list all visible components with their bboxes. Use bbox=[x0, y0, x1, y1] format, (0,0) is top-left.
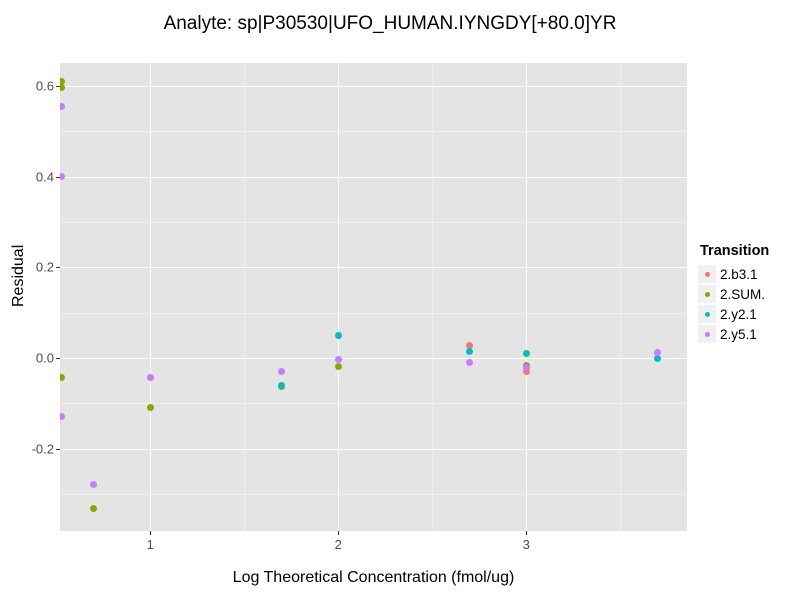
gridline-minor-y bbox=[60, 493, 687, 495]
y-tick-mark bbox=[56, 86, 60, 88]
legend-title: Transition bbox=[700, 243, 770, 259]
legend-entry: 2.y5.1 bbox=[698, 324, 798, 344]
x-tick-mark bbox=[526, 531, 528, 535]
legend-key bbox=[698, 325, 716, 343]
y-tick-label: 0.2 bbox=[35, 259, 54, 275]
y-tick-label: 0.6 bbox=[35, 78, 54, 94]
gridline-minor-y bbox=[60, 312, 687, 314]
gridline-minor-y bbox=[60, 131, 687, 133]
data-point bbox=[60, 173, 66, 181]
legend-key bbox=[698, 305, 716, 323]
data-point bbox=[334, 332, 342, 340]
y-tick-mark bbox=[56, 176, 60, 178]
plot-title: Analyte: sp|P30530|UFO_HUMAN.IYNGDY[+80.… bbox=[163, 13, 617, 34]
y-tick-label: 0.0 bbox=[35, 350, 54, 366]
x-tick-label: 2 bbox=[334, 537, 342, 552]
data-point bbox=[278, 382, 286, 390]
legend-entry-label: 2.y2.1 bbox=[720, 306, 757, 322]
data-point bbox=[60, 102, 66, 110]
x-tick-label: 1 bbox=[146, 537, 154, 552]
gridline-major-y bbox=[60, 176, 687, 178]
data-point bbox=[60, 412, 66, 420]
plot-panel bbox=[60, 63, 687, 531]
gridline-minor-y bbox=[60, 403, 687, 405]
y-tick-mark bbox=[56, 357, 60, 359]
legend-key bbox=[698, 285, 716, 303]
legend-entry-label: 2.SUM. bbox=[720, 286, 766, 302]
y-axis-title: Residual bbox=[10, 244, 27, 307]
legend-point-icon bbox=[704, 291, 710, 297]
legend-key bbox=[698, 265, 716, 283]
legend-entry-label: 2.y5.1 bbox=[720, 326, 757, 342]
data-point bbox=[522, 350, 530, 358]
gridline-major-x bbox=[526, 63, 528, 531]
gridline-major-x bbox=[150, 63, 152, 531]
gridline-major-y bbox=[60, 267, 687, 269]
y-tick-label: 0.4 bbox=[35, 169, 54, 185]
legend-entry-label: 2.b3.1 bbox=[720, 266, 758, 282]
gridline-minor-x bbox=[432, 63, 434, 531]
data-point bbox=[60, 374, 66, 382]
data-point bbox=[522, 367, 530, 375]
legend-point-icon bbox=[704, 311, 710, 317]
y-tick-mark bbox=[56, 448, 60, 450]
legend-entry: 2.SUM. bbox=[698, 284, 798, 304]
data-point bbox=[146, 403, 154, 411]
data-point bbox=[278, 368, 286, 376]
data-point bbox=[466, 348, 474, 356]
legend-entry: 2.y2.1 bbox=[698, 304, 798, 324]
gridline-major-y bbox=[60, 448, 687, 450]
data-point bbox=[466, 358, 474, 366]
data-point bbox=[522, 364, 530, 372]
gridline-minor-x bbox=[244, 63, 246, 531]
x-axis-title: Log Theoretical Concentration (fmol/ug) bbox=[232, 569, 515, 586]
data-point bbox=[334, 356, 342, 364]
gridline-major-x bbox=[338, 63, 340, 531]
legend-entry: 2.b3.1 bbox=[698, 264, 798, 284]
legend-entries: 2.b3.1 2.SUM. 2.y2.1 2.y5.1 bbox=[698, 264, 798, 344]
data-point bbox=[334, 362, 342, 370]
data-point bbox=[466, 342, 474, 350]
legend-point-icon bbox=[704, 331, 710, 337]
data-point bbox=[90, 481, 98, 489]
y-tick-label: -0.2 bbox=[31, 441, 54, 457]
y-tick-mark bbox=[56, 267, 60, 269]
gridline-minor-x bbox=[620, 63, 622, 531]
data-point bbox=[654, 354, 662, 362]
gridline-major-y bbox=[60, 357, 687, 359]
x-tick-mark bbox=[338, 531, 340, 535]
gridline-major-y bbox=[60, 86, 687, 88]
legend: Transition 2.b3.1 2.SUM. 2.y2.1 2.y5.1 bbox=[698, 243, 798, 344]
data-point bbox=[60, 84, 66, 92]
data-point bbox=[60, 78, 66, 86]
data-point bbox=[146, 374, 154, 382]
x-tick-mark bbox=[150, 531, 152, 535]
data-point bbox=[654, 349, 662, 357]
legend-point-icon bbox=[704, 271, 710, 277]
data-point bbox=[90, 505, 98, 513]
gridline-minor-y bbox=[60, 222, 687, 224]
x-tick-label: 3 bbox=[522, 537, 530, 552]
